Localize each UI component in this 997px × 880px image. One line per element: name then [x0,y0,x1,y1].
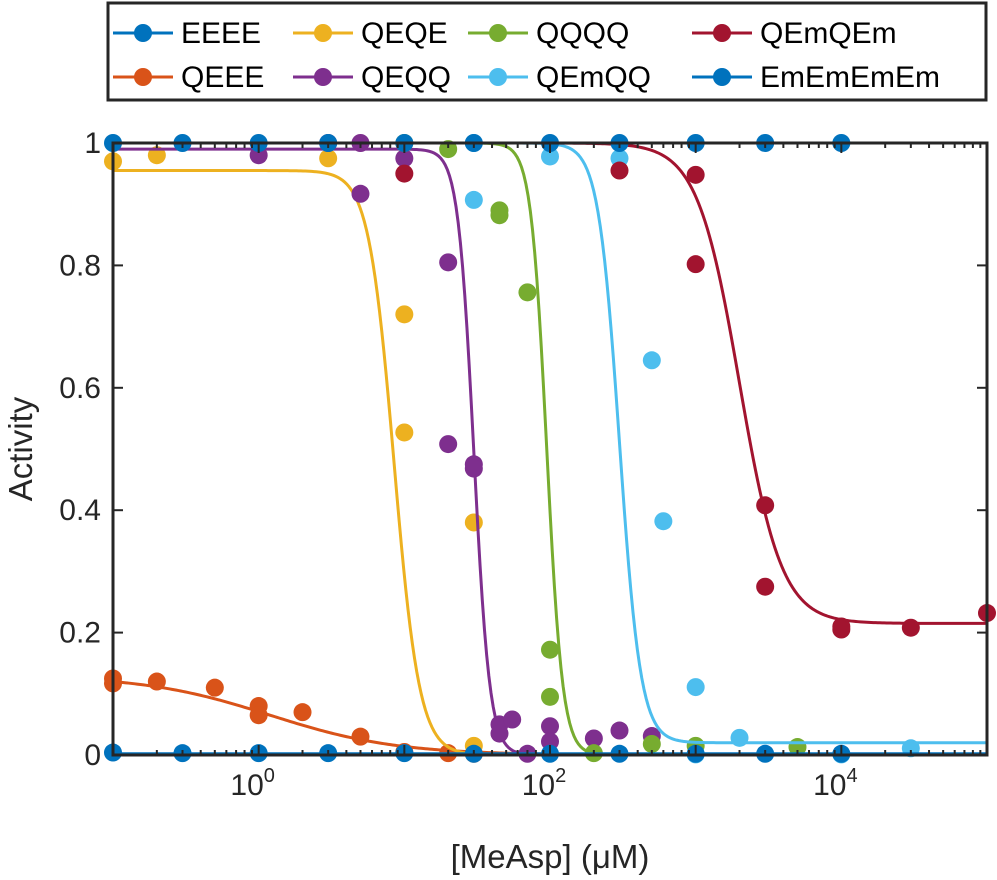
data-point-qemqem-2 [686,165,705,184]
data-point-qemqem-1 [610,161,629,180]
chart-marks [104,134,996,764]
y-tick-label: 1 [84,127,101,160]
data-point-qemqem-8 [901,618,920,637]
legend-label: EmEmEmEm [760,61,940,94]
legend-entry-qeee: QEEE [113,61,264,94]
data-point-qemqq-8 [730,728,749,747]
legend-marker [713,68,731,86]
x-tick-exponent: 4 [846,765,857,787]
data-point-qeee-5 [249,706,268,725]
data-point-qemqem-5 [756,577,775,596]
data-point-qemqq-6 [686,678,705,697]
data-point-qeqq-4 [395,149,414,168]
series-qqqq [113,134,987,763]
y-tick-label: 0.6 [59,372,101,405]
data-point-qeqe-2 [319,149,338,168]
data-point-qqqq-8 [642,734,661,753]
y-tick-label: 0.4 [59,494,101,527]
data-point-qeqe-4 [395,423,414,442]
data-point-qemqq-2 [541,147,559,166]
legend-entry-emememem: EmEmEmEm [692,61,940,94]
legend-entry-qemqq: QEmQQ [468,61,651,94]
x-tick-base: 10 [230,769,263,802]
legend-entry-qemqem: QEmQEm [692,17,897,50]
y-tick-label: 0 [84,739,101,772]
data-point-qeqq-16 [610,721,629,740]
data-point-qqqq-1 [439,140,458,159]
data-point-qemqem-0 [395,164,414,183]
data-point-qqqq-3 [490,206,509,225]
legend: EEEE QEEE QEQE QEQQ QQQQ QEmQQ QEmQEm EmEmEmEm [106,1,988,102]
legend-label: QEmQQ [536,61,651,94]
data-point-qeqq-11 [503,710,522,729]
data-point-qeee-7 [351,727,370,746]
series-qemqq [113,134,987,764]
fit-line-qqqq [113,141,987,757]
data-point-qeqq-13 [541,717,559,736]
x-tick-label: 100 [230,765,275,802]
legend-label: QEEE [181,61,264,94]
x-tick-label: 104 [813,765,858,802]
x-tick-exponent: 0 [264,765,275,787]
legend-entry-qqqq: QQQQ [468,17,629,50]
data-point-qeee-6 [293,703,312,722]
legend-label: QEQE [361,17,448,50]
legend-entry-qeqq: QEQQ [293,61,451,94]
data-point-qemqq-1 [464,190,483,209]
data-point-qeqq-5 [439,253,458,272]
y-axis-label: Activity [2,396,39,501]
y-tick-label: 0.2 [59,617,101,650]
x-tick-label: 102 [522,765,567,802]
data-point-qemqem-7 [832,620,851,639]
data-point-qeqq-8 [464,459,483,478]
data-point-qeqq-6 [439,435,458,454]
data-point-qqqq-6 [541,687,559,706]
data-point-qeee-2 [147,672,166,691]
legend-marker [314,68,332,86]
legend-marker [314,24,332,42]
data-point-qemqq-4 [642,351,661,370]
x-tick-base: 10 [522,769,555,802]
data-point-qeqe-1 [147,146,166,165]
y-tick-label: 0.8 [59,249,101,282]
data-point-qqqq-5 [541,640,559,659]
legend-box [106,1,988,102]
data-point-qeqq-3 [351,184,370,203]
series-qeqq [113,134,987,763]
legend-marker [489,24,507,42]
legend-marker [134,24,152,42]
legend-entry-qeqe: QEQE [293,17,448,50]
data-point-qeqe-3 [395,305,414,324]
legend-label: QQQQ [536,17,629,50]
data-point-qeee-3 [205,678,224,697]
legend-marker [713,24,731,42]
data-point-qeqe-5 [464,513,483,532]
legend-marker [134,68,152,86]
fit-line-qeqe [113,169,987,757]
legend-entry-eeee: EEEE [113,17,261,50]
data-point-qqqq-4 [518,283,537,302]
x-tick-exponent: 2 [555,765,566,787]
data-point-qeqq-15 [584,729,603,748]
legend-label: QEmQEm [760,17,897,50]
x-axis-label: [MeAsp] (μM) [451,838,650,875]
fit-line-qemqem [113,141,987,625]
data-point-qemqq-5 [654,512,673,531]
plot-frame [111,141,989,757]
legend-label: EEEE [181,17,261,50]
legend-label: QEQQ [361,61,451,94]
legend-marker [489,68,507,86]
fit-line-qeqq [113,147,987,757]
data-point-qeqq-10 [490,724,509,743]
data-point-qemqem-3 [686,255,705,274]
x-tick-base: 10 [813,769,846,802]
data-point-qemqem-4 [756,496,775,515]
